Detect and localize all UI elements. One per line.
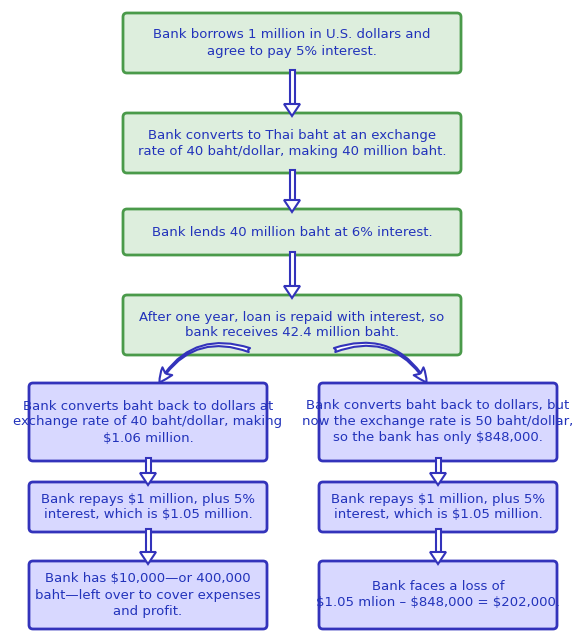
FancyBboxPatch shape [29,482,267,532]
FancyBboxPatch shape [146,529,150,552]
FancyBboxPatch shape [123,209,461,255]
Text: Bank borrows 1 million in U.S. dollars and
agree to pay 5% interest.: Bank borrows 1 million in U.S. dollars a… [153,29,431,58]
FancyBboxPatch shape [29,383,267,461]
FancyBboxPatch shape [319,482,557,532]
Text: Bank repays $1 million, plus 5%
interest, which is $1.05 million.: Bank repays $1 million, plus 5% interest… [331,493,545,522]
Text: Bank faces a loss of
$1.05 mlion – $848,000 = $202,000.: Bank faces a loss of $1.05 mlion – $848,… [316,580,560,609]
Text: Bank repays $1 million, plus 5%
interest, which is $1.05 million.: Bank repays $1 million, plus 5% interest… [41,493,255,522]
Polygon shape [140,473,156,485]
Polygon shape [430,552,446,564]
Polygon shape [284,104,300,116]
Polygon shape [140,552,156,564]
FancyArrowPatch shape [334,343,426,383]
FancyBboxPatch shape [290,252,294,286]
Polygon shape [284,200,300,212]
Polygon shape [284,286,300,298]
Text: Bank converts baht back to dollars, but
now the exchange rate is 50 baht/dollar,: Bank converts baht back to dollars, but … [302,399,574,445]
FancyArrowPatch shape [160,343,250,383]
FancyBboxPatch shape [123,113,461,173]
FancyBboxPatch shape [123,13,461,73]
FancyBboxPatch shape [319,561,557,629]
FancyBboxPatch shape [435,458,441,473]
FancyBboxPatch shape [290,170,294,200]
FancyBboxPatch shape [146,458,150,473]
FancyBboxPatch shape [290,70,294,104]
Polygon shape [430,473,446,485]
Text: Bank converts baht back to dollars at
exchange rate of 40 baht/dollar, making
$1: Bank converts baht back to dollars at ex… [13,399,283,445]
FancyBboxPatch shape [435,529,441,552]
FancyBboxPatch shape [319,383,557,461]
Text: After one year, loan is repaid with interest, so
bank receives 42.4 million baht: After one year, loan is repaid with inte… [139,310,445,339]
Text: Bank has $10,000—or 400,000
baht—left over to cover expenses
and profit.: Bank has $10,000—or 400,000 baht—left ov… [35,573,261,618]
FancyBboxPatch shape [29,561,267,629]
Text: Bank converts to Thai baht at an exchange
rate of 40 baht/dollar, making 40 mill: Bank converts to Thai baht at an exchang… [137,129,446,157]
FancyBboxPatch shape [123,295,461,355]
Text: Bank lends 40 million baht at 6% interest.: Bank lends 40 million baht at 6% interes… [152,225,432,239]
